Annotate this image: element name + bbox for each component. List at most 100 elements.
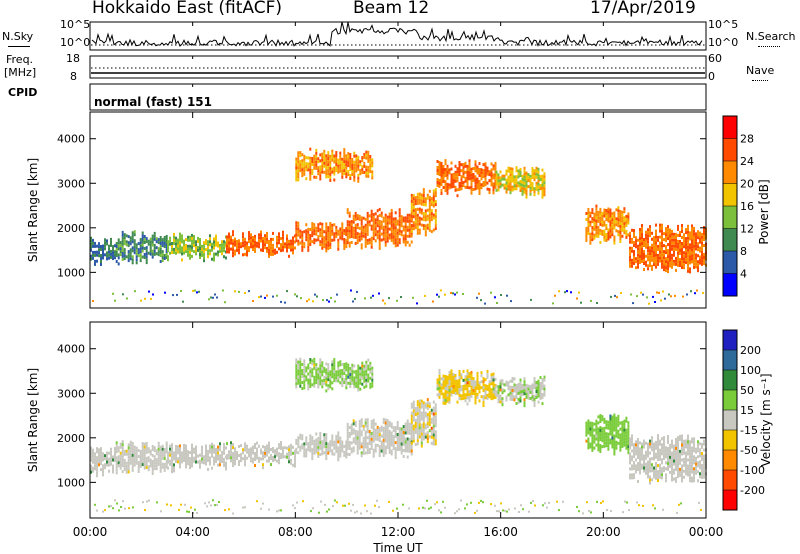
echo-cell — [305, 436, 308, 440]
echo-cell — [380, 443, 383, 447]
echo-cell — [497, 391, 500, 395]
echo-cell — [339, 375, 342, 379]
echo-cell — [217, 451, 219, 455]
echo-cell — [404, 431, 407, 435]
echo-cell — [380, 449, 383, 453]
echo-cell — [647, 240, 649, 244]
echo-cell — [290, 449, 292, 453]
echo-cell — [533, 377, 536, 380]
echo-cell — [468, 174, 471, 178]
echo-cell — [301, 165, 304, 169]
echo-cell — [418, 201, 421, 205]
echo-cell — [347, 155, 350, 159]
echo-cell — [428, 423, 431, 427]
echo-cell — [392, 444, 395, 448]
echo-cell — [157, 241, 160, 245]
ground-scatter-cell — [630, 293, 632, 296]
echo-cell — [673, 450, 675, 454]
echo-cell — [470, 191, 473, 195]
echo-cell — [623, 207, 626, 211]
echo-cell — [311, 362, 314, 366]
ground-scatter-cell — [114, 299, 116, 302]
echo-cell — [143, 442, 146, 446]
echo-cell — [454, 173, 457, 177]
echo-cell — [631, 455, 633, 459]
echo-cell — [159, 463, 162, 467]
echo-cell — [677, 454, 679, 458]
echo-cell — [376, 209, 379, 213]
echo-cell — [593, 422, 596, 426]
echo-cell — [430, 218, 433, 222]
echo-cell — [667, 267, 669, 271]
echo-cell — [432, 418, 435, 422]
echo-cell — [388, 448, 391, 451]
echo-cell — [191, 236, 193, 240]
echo-cell — [410, 420, 413, 424]
echo-cell — [667, 255, 669, 259]
echo-cell — [228, 453, 230, 457]
echo-cell — [323, 378, 326, 382]
echo-cell — [468, 378, 471, 382]
ground-scatter-cell — [272, 295, 274, 298]
echo-cell — [177, 238, 179, 242]
echo-cell — [615, 431, 618, 435]
echo-cell — [286, 246, 288, 250]
ground-scatter-cell — [580, 301, 582, 304]
echo-cell — [364, 430, 367, 434]
echo-cell — [609, 441, 612, 445]
echo-cell — [631, 246, 633, 250]
echo-cell — [248, 246, 250, 250]
echo-cell — [631, 228, 633, 232]
echo-cell — [585, 239, 588, 242]
echo-cell — [454, 176, 457, 180]
echo-cell — [444, 390, 447, 393]
echo-cell — [127, 256, 130, 260]
echo-cell — [345, 452, 348, 456]
echo-cell — [321, 164, 324, 168]
echo-cell — [412, 194, 415, 198]
echo-cell — [238, 463, 240, 466]
echo-cell — [663, 232, 665, 236]
echo-cell — [649, 460, 651, 464]
echo-cell — [414, 422, 417, 425]
echo-cell — [418, 426, 421, 430]
echo-cell — [110, 456, 112, 460]
ytick-label: 2000 — [57, 222, 85, 235]
echo-cell — [376, 428, 379, 432]
echo-cell — [339, 381, 342, 385]
echo-cell — [617, 432, 620, 436]
echo-cell — [667, 243, 669, 247]
echo-cell — [531, 398, 534, 402]
echo-cell — [123, 449, 126, 453]
echo-cell — [663, 436, 665, 440]
echo-cell — [685, 445, 687, 449]
echo-cell — [454, 377, 457, 380]
echo-cell — [424, 224, 427, 228]
echo-cell — [189, 463, 191, 467]
ground-scatter-cell — [134, 290, 136, 293]
echo-cell — [703, 238, 705, 241]
echo-cell — [591, 211, 594, 215]
echo-cell — [422, 401, 425, 405]
echo-cell — [388, 445, 391, 448]
echo-cell — [669, 249, 671, 253]
echo-cell — [595, 228, 598, 232]
echo-cell — [466, 381, 469, 385]
echo-cell — [100, 248, 102, 251]
echo-cell — [123, 458, 126, 462]
echo-cell — [661, 443, 663, 447]
echo-cell — [110, 243, 112, 247]
echo-cell — [171, 455, 173, 459]
echo-cell — [372, 451, 375, 455]
echo-cell — [599, 438, 602, 441]
ground-scatter-cell — [668, 293, 670, 296]
echo-cell — [412, 418, 415, 422]
echo-cell — [115, 245, 118, 248]
echo-cell — [495, 182, 498, 186]
echo-cell — [601, 427, 604, 431]
echo-cell — [193, 450, 195, 454]
echo-cell — [232, 443, 234, 447]
echo-cell — [623, 434, 626, 438]
echo-cell — [655, 455, 657, 459]
echo-cell — [349, 373, 352, 377]
